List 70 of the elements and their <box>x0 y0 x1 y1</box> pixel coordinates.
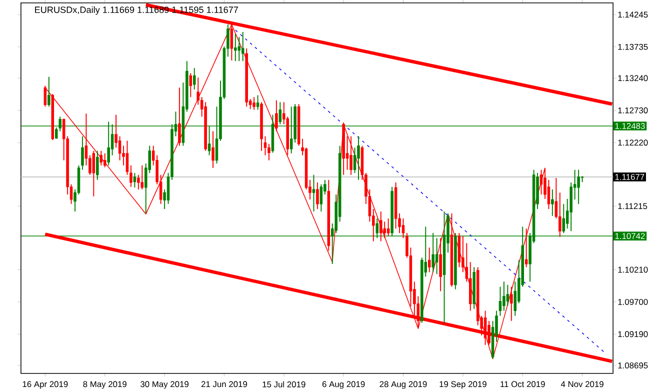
candlestick <box>268 143 270 161</box>
candlestick <box>547 179 550 210</box>
x-tick-label: 30 May 2019 <box>140 381 188 389</box>
y-tick-label: 1.13240 <box>618 75 648 82</box>
candlestick <box>238 36 241 62</box>
candlestick <box>558 192 562 238</box>
candlestick <box>353 147 356 174</box>
y-tick-label: 1.08695 <box>618 362 648 368</box>
candlestick <box>383 221 386 239</box>
x-tick-label: 21 Jun 2019 <box>201 381 247 388</box>
candlestick <box>577 169 580 204</box>
x-tick-label: 16 Apr 2019 <box>22 381 68 389</box>
candlestick <box>189 72 192 98</box>
x-tick-label: 4 Nov 2019 <box>560 381 604 388</box>
candlestick <box>130 164 132 188</box>
candlestick <box>234 33 237 62</box>
candlestick <box>275 100 278 132</box>
candlestick <box>379 211 382 242</box>
y-tick-label: 1.09190 <box>618 331 648 338</box>
candlestick <box>316 182 319 210</box>
candlestick <box>192 68 196 90</box>
candlestick <box>350 136 352 176</box>
candlestick <box>357 136 360 180</box>
candlestick <box>126 140 129 176</box>
candlestick <box>540 169 543 195</box>
candlestick <box>196 77 200 106</box>
candlestick <box>103 152 106 168</box>
x-tick-label: 15 Jul 2019 <box>262 381 306 388</box>
x-tick-label: 28 Aug 2019 <box>380 381 427 389</box>
y-tick-label: 1.13735 <box>618 44 648 50</box>
y-tick-label: 1.11215 <box>618 203 648 210</box>
candlestick <box>256 94 260 110</box>
ref-line-label: 1.12483 <box>615 123 645 130</box>
candlestick <box>118 136 122 161</box>
y-tick-label: 1.14245 <box>618 12 648 18</box>
candlestick <box>562 203 566 234</box>
candlestick <box>551 188 554 216</box>
candlestick <box>48 76 50 108</box>
y-tick-label: 1.09700 <box>618 298 648 305</box>
x-tick-label: 11 Oct 2019 <box>500 381 545 388</box>
candlestick <box>212 130 214 168</box>
candlestick <box>100 150 103 166</box>
candlestick <box>502 281 506 312</box>
candlestick <box>402 218 405 239</box>
x-tick-label: 6 Aug 2019 <box>322 381 365 389</box>
x-tick-label: 19 Sep 2019 <box>440 381 486 389</box>
candlestick <box>320 184 323 212</box>
ref-line-label: 1.11677 <box>615 174 644 180</box>
candlestick <box>264 136 267 156</box>
candlestick <box>428 247 431 273</box>
candlestick <box>133 172 136 188</box>
candlestick <box>439 238 442 292</box>
candlestick <box>510 286 513 322</box>
candlestick <box>524 228 528 268</box>
candlestick <box>241 32 244 62</box>
candlestick <box>386 218 390 237</box>
candlestick <box>178 87 181 146</box>
x-tick-label: 8 May 2019 <box>83 381 126 389</box>
y-tick-label: 1.12730 <box>618 107 648 114</box>
candlestick <box>140 164 144 190</box>
candlestick <box>96 150 99 180</box>
candlestick <box>312 174 316 212</box>
y-tick-label: 1.12220 <box>618 140 648 146</box>
candlestick <box>252 96 256 110</box>
y-tick-label: 1.10210 <box>618 266 648 273</box>
candlestick <box>81 136 84 170</box>
candlestick <box>484 310 487 346</box>
candlestick <box>92 150 96 197</box>
candlestick <box>514 281 517 316</box>
ref-line-label: 1.10742 <box>615 233 645 240</box>
